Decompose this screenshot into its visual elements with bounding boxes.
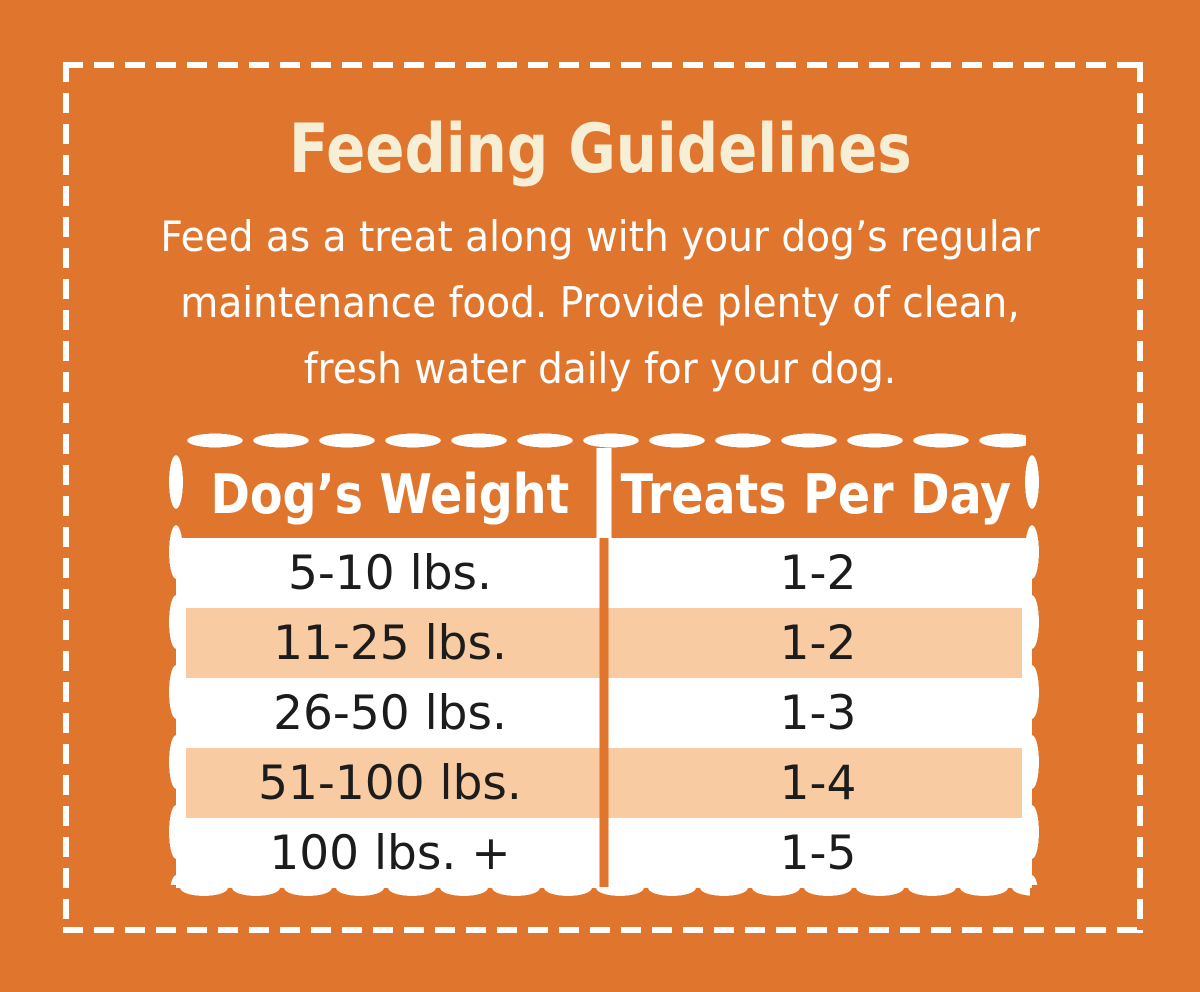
cell-treats: 1-5 xyxy=(779,825,857,881)
dashed-border-bottom xyxy=(63,927,1143,933)
intro-line-2: maintenance food. Provide plenty of clea… xyxy=(180,278,1020,327)
page-title: Feeding Guidelines xyxy=(288,110,912,189)
cell-treats: 1-2 xyxy=(779,615,857,671)
body-column-divider xyxy=(599,538,609,887)
dashed-border-left xyxy=(63,62,69,933)
scallop-top-edge xyxy=(182,433,1026,448)
scallop-left-edge xyxy=(169,447,183,885)
title-row: Feeding Guidelines xyxy=(0,110,1200,189)
dashed-border-top xyxy=(63,62,1143,68)
feeding-table: Dog’s Weight Treats Per Day 5-10 lbs. 1-… xyxy=(169,433,1039,896)
header-cell-weight-label: Dog’s Weight xyxy=(210,462,570,526)
cell-weight: 26-50 lbs. xyxy=(273,685,507,741)
cell-weight: 51-100 lbs. xyxy=(258,755,522,811)
intro-text: Feed as a treat along with your dog’s re… xyxy=(0,204,1200,402)
header-cell-weight: Dog’s Weight xyxy=(186,450,594,538)
cell-weight: 11-25 lbs. xyxy=(273,615,507,671)
header-cell-treats-label: Treats Per Day xyxy=(620,462,1011,526)
intro-line-1: Feed as a treat along with your dog’s re… xyxy=(160,212,1040,261)
scallop-right-edge xyxy=(1025,447,1039,885)
cell-treats: 1-2 xyxy=(779,545,857,601)
dashed-border-right xyxy=(1137,62,1143,933)
header-column-divider xyxy=(596,448,612,538)
cell-treats: 1-4 xyxy=(779,755,857,811)
intro-line-3: fresh water daily for your dog. xyxy=(303,344,897,393)
cell-weight: 5-10 lbs. xyxy=(288,545,492,601)
cell-treats: 1-3 xyxy=(779,685,857,741)
cell-weight: 100 lbs. + xyxy=(269,825,511,881)
header-cell-treats: Treats Per Day xyxy=(594,450,1038,538)
